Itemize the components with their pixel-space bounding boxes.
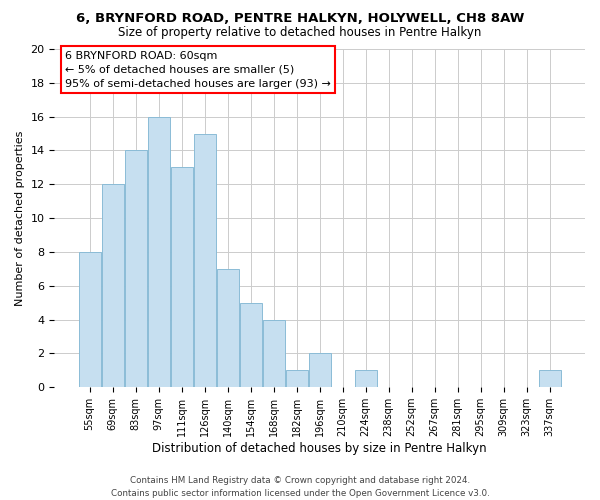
Bar <box>148 116 170 387</box>
Text: Contains HM Land Registry data © Crown copyright and database right 2024.
Contai: Contains HM Land Registry data © Crown c… <box>110 476 490 498</box>
Bar <box>194 134 216 387</box>
Text: 6 BRYNFORD ROAD: 60sqm
← 5% of detached houses are smaller (5)
95% of semi-detac: 6 BRYNFORD ROAD: 60sqm ← 5% of detached … <box>65 50 331 88</box>
Bar <box>79 252 101 387</box>
Bar <box>101 184 124 387</box>
Bar <box>217 269 239 387</box>
Bar <box>125 150 147 387</box>
Bar <box>239 302 262 387</box>
Bar <box>308 354 331 387</box>
Text: Size of property relative to detached houses in Pentre Halkyn: Size of property relative to detached ho… <box>118 26 482 39</box>
Bar <box>263 320 285 387</box>
Bar <box>355 370 377 387</box>
Text: 6, BRYNFORD ROAD, PENTRE HALKYN, HOLYWELL, CH8 8AW: 6, BRYNFORD ROAD, PENTRE HALKYN, HOLYWEL… <box>76 12 524 26</box>
Bar <box>539 370 561 387</box>
Bar <box>286 370 308 387</box>
Bar <box>170 168 193 387</box>
Y-axis label: Number of detached properties: Number of detached properties <box>15 130 25 306</box>
X-axis label: Distribution of detached houses by size in Pentre Halkyn: Distribution of detached houses by size … <box>152 442 487 455</box>
